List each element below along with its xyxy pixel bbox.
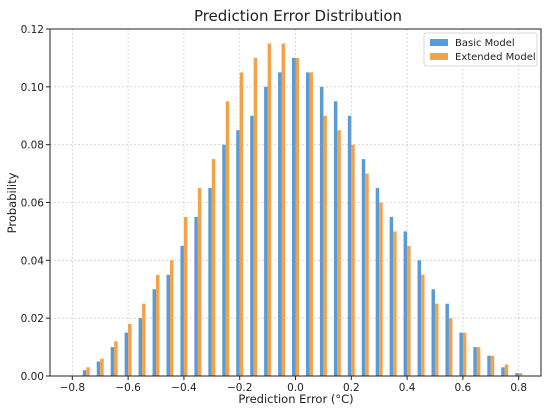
extended-model-bar <box>211 159 216 376</box>
legend-swatch-basic <box>430 39 448 46</box>
basic-model-bar <box>445 303 449 376</box>
legend-label-extended: Extended Model <box>455 52 536 63</box>
basic-model-bar <box>417 260 422 376</box>
basic-model-bar <box>124 332 129 376</box>
basic-model-bar <box>208 188 212 376</box>
y-tick-label: 0.02 <box>21 313 44 325</box>
extended-model-bar <box>114 341 118 376</box>
extended-model-bar <box>86 367 90 376</box>
extended-model-bar <box>448 318 453 376</box>
basic-model-bar <box>278 72 282 376</box>
legend: Basic Model Extended Model <box>423 32 538 67</box>
x-tick-label: −0.8 <box>60 382 86 394</box>
basic-model-bar <box>515 373 519 376</box>
basic-model-bar <box>194 216 198 376</box>
extended-model-bar <box>393 231 397 376</box>
basic-model-bar <box>501 367 505 376</box>
extended-model-bar <box>323 115 327 376</box>
extended-model-bar <box>518 373 523 376</box>
extended-model-bar <box>183 216 188 376</box>
basic-model-bar <box>152 289 157 376</box>
basic-model-bar <box>96 361 101 376</box>
x-tick-label: −0.2 <box>227 382 253 394</box>
basic-model-bar <box>319 86 324 376</box>
basic-model-bar <box>487 355 491 376</box>
extended-model-bar <box>156 274 160 376</box>
basic-model-bar <box>473 347 477 376</box>
extended-model-bar <box>295 57 299 377</box>
extended-model-bar <box>365 173 369 376</box>
extended-model-bar <box>281 43 286 376</box>
x-tick-label: 0.0 <box>287 382 304 394</box>
extended-model-bar <box>239 72 244 376</box>
basic-model-bar <box>459 332 463 376</box>
extended-model-bar <box>225 101 230 377</box>
basic-model-bar <box>236 130 240 376</box>
extended-model-bar <box>351 144 355 376</box>
x-tick-label: 0.6 <box>455 382 472 394</box>
legend-swatch-extended <box>430 53 448 60</box>
y-axis-label: Probability <box>5 172 19 233</box>
extended-model-bar <box>476 347 481 376</box>
y-tick-label: 0.06 <box>21 198 45 210</box>
x-axis-label: Prediction Error (°C) <box>238 392 353 406</box>
x-tick-label: −0.4 <box>171 382 197 394</box>
ticks: −0.8 −0.6 −0.4 −0.2 0.0 0.2 0.4 0.6 0.8 0.00 0.02 0… <box>21 24 527 394</box>
y-tick-label: 0.12 <box>21 24 44 36</box>
legend-label-basic: Basic Model <box>455 38 515 49</box>
basic-model-bar <box>292 57 296 377</box>
basic-model-bar <box>347 115 352 376</box>
extended-model-bar <box>337 130 341 376</box>
basic-model-bar <box>264 86 268 376</box>
x-tick-label: 0.2 <box>343 382 360 394</box>
extended-model-bar <box>490 355 495 376</box>
extended-model-bar <box>434 303 439 376</box>
bars <box>82 43 523 377</box>
basic-model-bar <box>166 274 170 376</box>
basic-model-bar <box>375 188 380 376</box>
extended-model-bar <box>253 57 258 377</box>
extended-model-bar <box>142 303 146 376</box>
x-tick-label: 0.4 <box>399 382 416 394</box>
x-tick-label: 0.8 <box>510 382 527 394</box>
basic-model-bar <box>250 115 254 376</box>
basic-model-bar <box>403 231 408 376</box>
y-tick-label: 0.10 <box>21 82 44 94</box>
y-tick-label: 0.08 <box>21 140 44 152</box>
x-tick-label: −0.6 <box>115 382 141 394</box>
extended-model-bar <box>462 332 467 376</box>
basic-model-bar <box>138 318 143 376</box>
extended-model-bar <box>100 358 104 376</box>
extended-model-bar <box>379 202 383 376</box>
basic-model-bar <box>389 216 394 376</box>
basic-model-bar <box>431 289 435 376</box>
chart-title: Prediction Error Distribution <box>194 7 402 25</box>
y-tick-label: 0.00 <box>21 371 44 383</box>
basic-model-bar <box>110 347 115 376</box>
extended-model-bar <box>504 364 509 376</box>
extended-model-bar <box>309 72 313 376</box>
extended-model-bar <box>421 274 425 376</box>
extended-model-bar <box>169 260 174 376</box>
legend-box <box>423 32 538 67</box>
y-tick-label: 0.04 <box>21 255 45 267</box>
extended-model-bar <box>128 323 132 376</box>
basic-model-bar <box>333 101 338 377</box>
extended-model-bar <box>267 43 272 376</box>
basic-model-bar <box>361 159 366 376</box>
basic-model-bar <box>222 144 226 376</box>
basic-model-bar <box>82 370 87 376</box>
basic-model-bar <box>180 245 184 376</box>
basic-model-bar <box>305 72 310 376</box>
extended-model-bar <box>197 188 202 376</box>
extended-model-bar <box>407 245 411 376</box>
